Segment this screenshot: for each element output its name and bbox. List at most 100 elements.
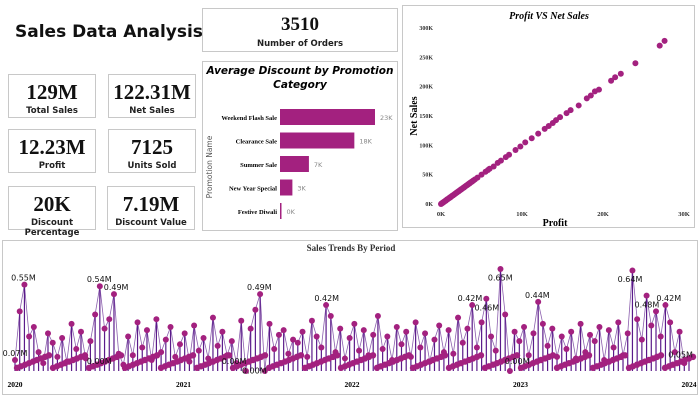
data-point	[356, 347, 363, 354]
data-point	[195, 347, 202, 354]
data-point	[513, 352, 521, 359]
data-point	[101, 325, 108, 332]
sales-trends-chart: Sales Trends By Period 2020 2021 2022 2023 2…	[2, 240, 698, 395]
scatter-point	[583, 95, 590, 102]
data-point	[257, 291, 264, 298]
data-point	[535, 298, 542, 305]
data-point	[16, 308, 23, 315]
data-point	[337, 325, 344, 332]
data-point	[153, 316, 160, 323]
scatter-point	[512, 147, 519, 154]
data-point	[117, 352, 125, 359]
data-label: 0.42M	[314, 294, 339, 303]
kpi-value: 3510	[281, 14, 319, 35]
data-point	[247, 325, 254, 332]
data-point	[360, 327, 367, 334]
chart-title: Profit VS Net Sales	[509, 11, 589, 22]
series-line	[14, 268, 690, 372]
bar	[280, 109, 375, 125]
data-point	[405, 352, 413, 359]
scatter-point	[469, 178, 476, 185]
data-point	[497, 265, 504, 272]
data-point	[96, 283, 103, 290]
data-point	[398, 341, 405, 348]
category-label: Festive Diwali	[238, 209, 277, 216]
data-label: 0.00M	[242, 366, 267, 375]
data-label: 0.44M	[525, 291, 550, 300]
data-point	[477, 352, 485, 359]
data-point	[374, 313, 381, 320]
data-point	[176, 341, 183, 348]
data-point	[45, 352, 53, 359]
data-point	[488, 333, 495, 340]
data-point	[68, 320, 75, 327]
data-point	[549, 352, 557, 359]
data-point	[266, 320, 273, 327]
data-point	[629, 267, 636, 274]
data-point	[585, 352, 593, 359]
scatter-point	[522, 139, 529, 146]
y-tick-label: 150K	[419, 114, 433, 120]
data-point	[469, 302, 476, 309]
data-point	[422, 330, 429, 337]
kpi-value: 129M	[26, 80, 78, 104]
scatter-point	[517, 143, 524, 150]
x-tick-label: 20K	[597, 211, 609, 218]
data-point	[689, 353, 697, 361]
data-point	[40, 360, 47, 367]
chart-title: Average Discount by Promotion Category	[206, 65, 394, 91]
data-point	[252, 306, 259, 313]
data-point	[30, 324, 37, 331]
data-point	[478, 319, 485, 326]
data-point	[525, 352, 532, 359]
data-point	[167, 324, 174, 331]
data-point	[327, 313, 334, 320]
data-point	[143, 327, 150, 334]
y-tick-label: 250K	[419, 55, 433, 61]
data-point	[209, 314, 216, 321]
data-label: 3K	[297, 185, 306, 193]
data-point	[318, 344, 325, 351]
x-tick-label: 2020	[8, 380, 23, 389]
data-point	[181, 330, 188, 337]
data-label: 0.49M	[247, 283, 272, 292]
data-label: 0.54M	[87, 275, 112, 284]
data-point	[657, 333, 664, 340]
bar	[280, 156, 309, 172]
data-label: 0.48M	[635, 300, 660, 309]
data-point	[54, 353, 61, 360]
data-label: 0.00M	[505, 357, 530, 366]
data-point	[530, 330, 537, 337]
data-point	[186, 358, 193, 365]
kpi-label: Net Sales	[129, 106, 175, 116]
discount-by-promotion-chart: Average Discount by Promotion Category P…	[202, 61, 398, 231]
scatter-point	[612, 74, 619, 81]
data-point	[59, 335, 66, 342]
scatter-point	[617, 70, 624, 77]
data-point	[125, 333, 132, 340]
data-point	[445, 327, 452, 334]
y-tick-label: 200K	[419, 85, 433, 91]
kpi-label: Discount Percentage	[24, 218, 80, 238]
category-label: New Year Special	[229, 186, 277, 193]
y-tick-label: 50K	[422, 173, 433, 179]
data-point	[110, 291, 117, 298]
scatter-point	[541, 125, 548, 132]
data-point	[346, 335, 353, 342]
data-point	[81, 352, 89, 359]
data-point	[544, 342, 551, 349]
data-point	[214, 342, 221, 349]
category-label: Summer Sale	[240, 162, 277, 169]
kpi-value: 12.23M	[18, 135, 86, 159]
data-label: 0.65M	[488, 274, 513, 283]
data-point	[521, 324, 528, 331]
data-point	[441, 352, 449, 359]
data-point	[369, 352, 377, 359]
data-point	[49, 339, 56, 346]
kpi-value: 122.31M	[113, 80, 191, 104]
data-point	[370, 331, 377, 338]
x-tick-label: 2022	[345, 380, 360, 389]
data-point	[412, 319, 419, 326]
data-point	[473, 344, 480, 351]
